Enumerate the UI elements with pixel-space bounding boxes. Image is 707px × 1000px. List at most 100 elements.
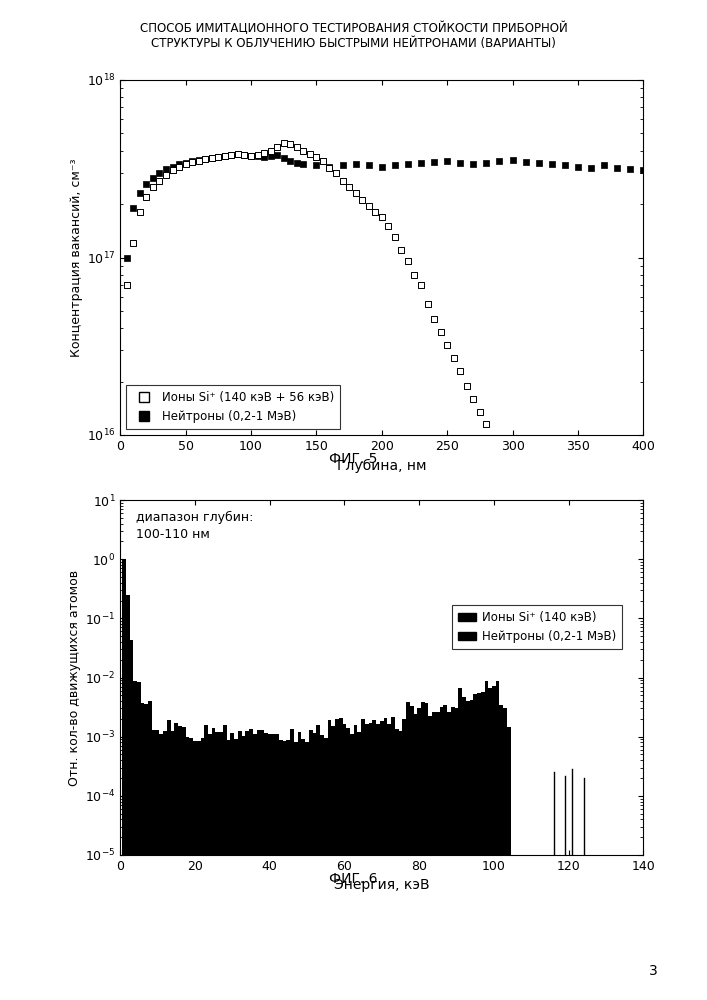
Point [154,165,165,181]
Point [239,147,250,163]
Point [428,311,440,327]
Bar [253,734,257,1000]
Point [468,391,479,407]
Bar [178,726,182,1000]
Point [278,150,289,166]
Bar [193,741,197,1000]
Point [128,200,139,216]
Point [573,159,584,175]
Bar [197,741,201,1000]
Point [474,404,486,420]
Point [128,235,139,251]
Bar [271,734,275,1000]
Bar [182,727,185,1000]
Bar [160,734,163,1000]
Bar [122,559,126,1000]
Point [441,153,453,169]
Point [252,147,263,163]
Point [226,147,237,163]
Bar [432,712,436,1000]
Text: СПОСОБ ИМИТАЦИОННОГО ТЕСТИРОВАНИЯ СТОЙКОСТИ ПРИБОРНОЙ: СПОСОБ ИМИТАЦИОННОГО ТЕСТИРОВАНИЯ СТОЙКО… [139,22,568,35]
Point [219,148,230,164]
Bar [365,724,369,1000]
Point [160,161,172,177]
Bar [399,731,402,1000]
Point [252,148,263,164]
Text: ФИГ. 5: ФИГ. 5 [329,452,378,466]
Point [324,160,335,176]
Bar [305,742,309,1000]
Point [193,152,204,168]
Bar [406,702,410,1000]
Bar [167,720,170,1000]
Point [259,149,270,165]
Bar [134,681,137,1000]
Bar [216,732,219,1000]
Point [376,159,387,175]
Point [455,363,466,379]
Bar [410,706,414,1000]
Legend: Ионы Si⁺ (140 кэВ + 56 кэВ), Нейтроны (0,2-1 МэВ): Ионы Si⁺ (140 кэВ + 56 кэВ), Нейтроны (0… [126,385,339,429]
Bar [129,640,134,1000]
Point [461,378,472,394]
Point [533,155,544,171]
Bar [234,739,238,1000]
Bar [484,681,489,1000]
Point [481,416,492,432]
Bar [212,728,216,1000]
Point [311,149,322,165]
Bar [346,728,350,1000]
Bar [458,688,462,1000]
Bar [317,725,320,1000]
Bar [373,720,376,1000]
Point [317,153,329,169]
Bar [201,738,204,1000]
Bar [466,701,469,1000]
Bar [242,736,245,1000]
Point [291,139,303,155]
Point [304,146,315,162]
Bar [425,703,428,1000]
Bar [451,707,455,1000]
Point [134,204,146,220]
Bar [477,693,481,1000]
Bar [481,692,484,1000]
Point [199,151,211,167]
Bar [443,705,447,1000]
Bar [414,714,417,1000]
Bar [499,705,503,1000]
Bar [462,697,466,1000]
Point [180,155,191,171]
Legend: Ионы Si⁺ (140 кэВ), Нейтроны (0,2-1 МэВ): Ионы Si⁺ (140 кэВ), Нейтроны (0,2-1 МэВ) [452,605,621,649]
Bar [309,730,312,1000]
X-axis label: Энергия, кэВ: Энергия, кэВ [334,878,430,892]
Bar [152,730,156,1000]
Point [507,152,518,168]
Bar [387,724,391,1000]
Bar [264,733,268,1000]
Point [415,155,426,171]
Point [350,156,361,172]
Point [409,267,420,283]
Bar [327,720,332,1000]
Bar [223,725,227,1000]
Bar [126,595,129,1000]
Point [337,157,348,173]
Point [533,544,544,560]
Bar [268,734,271,1000]
Bar [402,719,406,1000]
Point [501,460,512,476]
Bar [291,729,294,1000]
Point [147,179,158,195]
Bar [227,740,230,1000]
Point [493,153,505,169]
Point [441,337,453,353]
Point [278,135,289,151]
Bar [440,707,443,1000]
Point [370,204,381,220]
Bar [294,742,298,1000]
Point [199,151,211,167]
Point [154,173,165,189]
Point [193,153,204,169]
Bar [170,731,175,1000]
